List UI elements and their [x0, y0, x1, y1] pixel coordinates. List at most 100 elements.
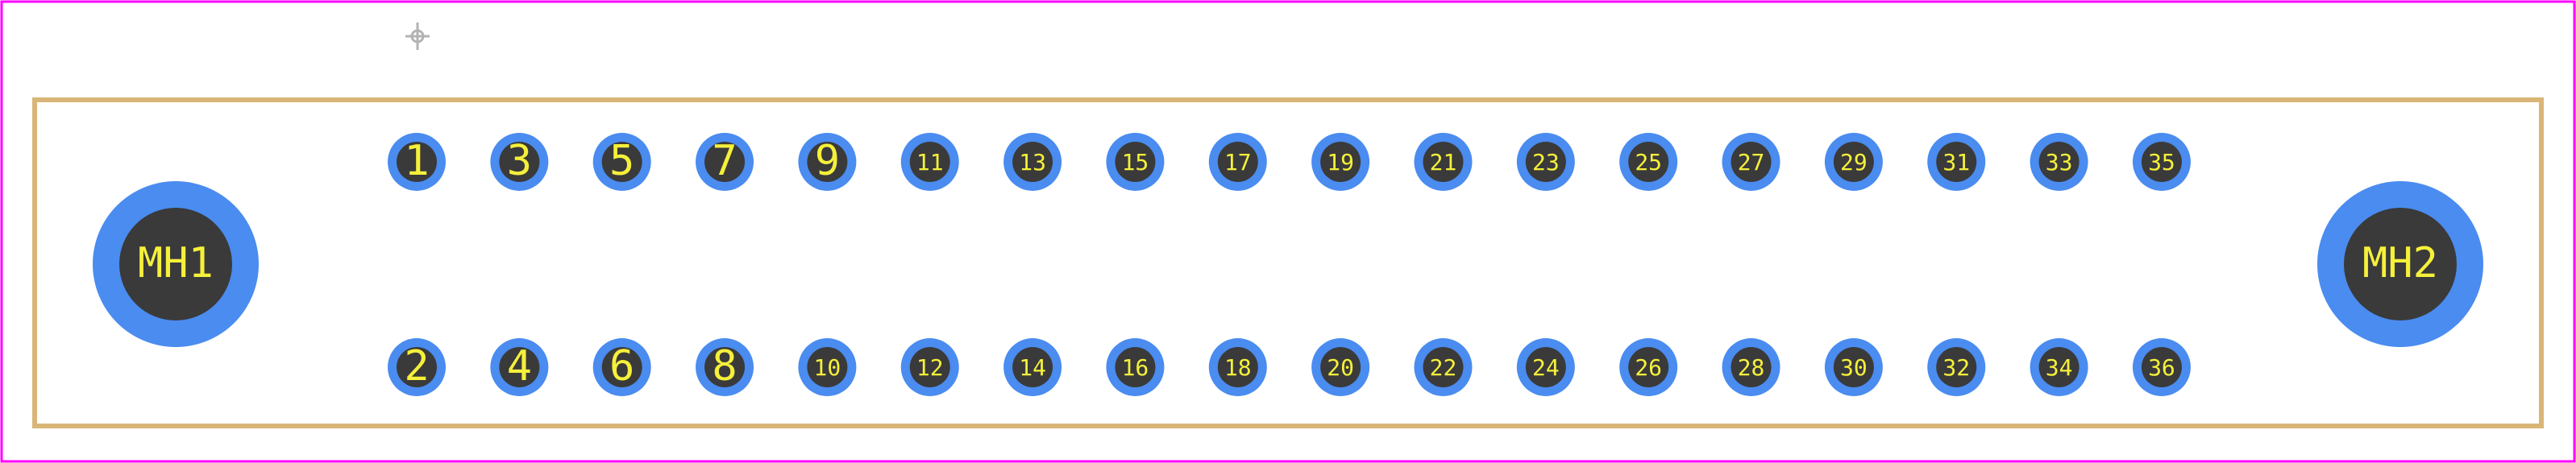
pad-label: 21	[1430, 149, 1457, 176]
pad-label: 31	[1942, 149, 1970, 176]
pad-label: 6	[609, 342, 634, 391]
pad-22: 22	[1414, 338, 1473, 396]
pad-label: 26	[1635, 354, 1662, 381]
pad-label: 19	[1327, 149, 1354, 176]
pad-label: 18	[1224, 354, 1252, 381]
pad-label: 29	[1840, 149, 1868, 176]
pad-3: 3	[490, 133, 549, 191]
pad-drill	[1012, 347, 1053, 387]
pad-array: 1 3 5 7 9 11 13 15 17 19 21 23 25 27 29 31 33 352 4 6 8 10 12 1…	[388, 133, 2191, 396]
pad-25: 25	[1619, 133, 1678, 191]
pad-18: 18	[1208, 338, 1267, 396]
pad-drill	[1730, 142, 1772, 182]
pad-6: 6	[592, 338, 651, 396]
pad-28: 28	[1722, 338, 1780, 396]
pad-drill	[807, 347, 848, 387]
pad-label: 35	[2148, 149, 2175, 176]
pad-11: 11	[900, 133, 959, 191]
pad-label: 30	[1840, 354, 1868, 381]
pad-drill	[1217, 142, 1258, 182]
pad-drill	[1423, 142, 1464, 182]
pad-drill	[601, 347, 642, 387]
pad-label: 28	[1738, 354, 1765, 381]
pad-drill	[1320, 142, 1361, 182]
pad-14: 14	[1003, 338, 1062, 396]
pad-drill	[601, 142, 642, 182]
pad-12: 12	[900, 338, 959, 396]
mounting-hole-drill	[119, 208, 232, 320]
mounting-hole-drill	[2344, 208, 2457, 320]
pad-29: 29	[1824, 133, 1883, 191]
pad-label: 10	[814, 354, 841, 381]
mounting-hole-mh2: MH2	[2317, 181, 2483, 347]
pad-label: 8	[712, 342, 737, 391]
pad-26: 26	[1619, 338, 1678, 396]
pad-drill	[1217, 347, 1258, 387]
pad-7: 7	[696, 133, 754, 191]
pad-4: 4	[490, 338, 549, 396]
pad-drill	[499, 142, 540, 182]
pad-drill	[1936, 347, 1977, 387]
pad-16: 16	[1106, 338, 1165, 396]
pad-drill	[2038, 347, 2079, 387]
pad-34: 34	[2030, 338, 2088, 396]
pad-drill	[1628, 347, 1669, 387]
mounting-hole-label: MH1	[138, 239, 214, 287]
pad-label: 23	[1532, 149, 1560, 176]
pad-36: 36	[2132, 338, 2191, 396]
pad-label: 1	[404, 137, 429, 185]
pad-13: 13	[1003, 133, 1062, 191]
pad-17: 17	[1208, 133, 1267, 191]
pad-drill	[1833, 142, 1874, 182]
pad-23: 23	[1516, 133, 1575, 191]
pad-drill	[1936, 142, 1977, 182]
pad-31: 31	[1927, 133, 1986, 191]
pad-drill	[1628, 142, 1669, 182]
pad-label: 13	[1019, 149, 1046, 176]
pad-drill	[704, 347, 746, 387]
pad-label: 2	[404, 342, 429, 391]
pad-30: 30	[1824, 338, 1883, 396]
pad-10: 10	[798, 338, 857, 396]
pad-drill	[397, 142, 437, 182]
mounting-hole-mh1: MH1	[93, 181, 259, 347]
mounting-holes: MH1 MH2	[93, 181, 2483, 347]
pad-drill	[1115, 347, 1156, 387]
pad-21: 21	[1414, 133, 1473, 191]
pad-label: 3	[507, 137, 532, 185]
pad-label: 14	[1019, 354, 1046, 381]
pad-drill	[1012, 142, 1053, 182]
pad-9: 9	[798, 133, 857, 191]
pad-drill	[397, 347, 437, 387]
pad-drill	[2141, 347, 2182, 387]
pad-label: 12	[916, 354, 944, 381]
pad-label: 33	[2046, 149, 2073, 176]
pad-drill	[499, 347, 540, 387]
pad-label: 11	[916, 149, 944, 176]
pad-label: 15	[1122, 149, 1149, 176]
component-outline	[32, 97, 2544, 428]
pad-drill	[807, 142, 848, 182]
pad-drill	[909, 142, 950, 182]
pad-drill	[1320, 347, 1361, 387]
pad-drill	[909, 347, 950, 387]
pad-drill	[1525, 347, 1566, 387]
pad-label: 7	[712, 137, 737, 185]
pad-label: 24	[1532, 354, 1560, 381]
pad-label: 34	[2046, 354, 2073, 381]
pad-15: 15	[1106, 133, 1165, 191]
pad-33: 33	[2030, 133, 2088, 191]
pad-8: 8	[696, 338, 754, 396]
pad-1: 1	[388, 133, 446, 191]
pad-drill	[704, 142, 746, 182]
pad-label: 16	[1122, 354, 1149, 381]
origin-crosshair-icon	[405, 23, 430, 50]
pad-label: 4	[507, 342, 532, 391]
pad-label: 5	[609, 137, 634, 185]
pad-drill	[2038, 142, 2079, 182]
pad-drill	[1730, 347, 1772, 387]
pad-label: 17	[1224, 149, 1252, 176]
pad-drill	[1423, 347, 1464, 387]
